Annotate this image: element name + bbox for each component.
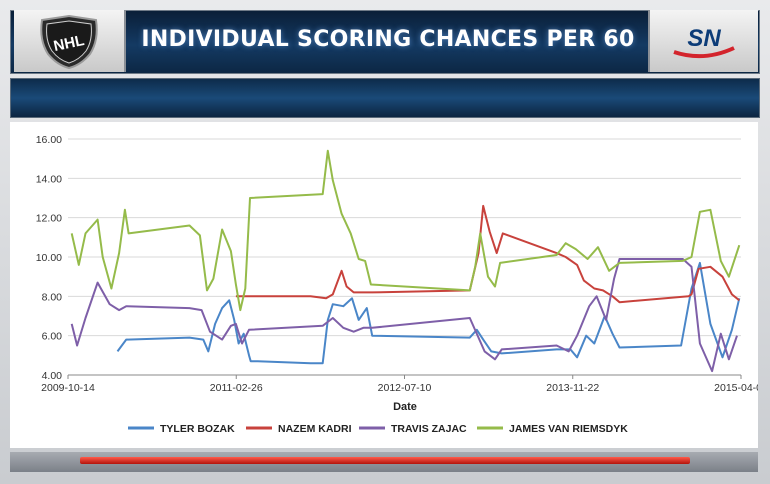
chart-legend: TYLER BOZAK NAZEM KADRI TRAVIS ZAJAC JAMES …: [128, 423, 628, 435]
series-line: [116, 261, 741, 365]
subheader-band: [10, 78, 760, 118]
chart-panel: 4.00 6.00 8.00 10.00 12.00 14.00 16.00 2009-10…: [10, 122, 768, 448]
nhl-shield-logo-icon: NHL: [40, 14, 98, 70]
legend-label: TYLER BOZAK: [160, 423, 235, 435]
legend-label: JAMES VAN RIEMSDYK: [509, 423, 628, 435]
legend-label: NAZEM KADRI: [278, 423, 352, 435]
y-axis-ticks: 4.00 6.00 8.00 10.00 12.00 14.00 16.00: [36, 134, 62, 382]
y-tick-label: 6.00: [42, 331, 63, 343]
nhl-logo-panel: NHL: [14, 10, 126, 72]
x-tick-label: 2015-04-06: [714, 382, 758, 394]
x-tick-label: 2012-07-10: [378, 382, 432, 394]
sn-logo-text: SN: [687, 25, 721, 52]
x-axis-label: Date: [393, 401, 417, 413]
nhl-logo-text: NHL: [52, 32, 86, 55]
header-bar: [10, 10, 760, 74]
series-line: [235, 204, 740, 304]
y-tick-label: 4.00: [42, 370, 63, 382]
chart-series: [70, 149, 741, 373]
sn-logo-panel: SN: [648, 10, 758, 72]
x-tick-label: 2011-02-26: [210, 382, 263, 394]
legend-label: TRAVIS ZAJAC: [391, 423, 467, 435]
line-chart: 4.00 6.00 8.00 10.00 12.00 14.00 16.00 2009-10…: [36, 134, 768, 435]
x-axis-ticks: 2009-10-14 2011-02-26 2012-07-10 2013-11-22…: [41, 375, 768, 394]
bottom-red-strip: [80, 457, 690, 464]
page-title: INDIVIDUAL SCORING CHANCES PER 60: [141, 27, 635, 52]
y-tick-label: 8.00: [42, 291, 63, 303]
series-line: [70, 149, 741, 312]
sportsnet-logo-icon: SN: [673, 25, 735, 59]
y-tick-label: 10.00: [36, 252, 62, 264]
y-tick-label: 12.00: [36, 213, 62, 225]
chart-grid: [68, 138, 741, 376]
x-tick-label: 2013-11-22: [546, 382, 599, 394]
y-tick-label: 16.00: [36, 134, 62, 146]
x-tick-label: 2009-10-14: [41, 382, 95, 394]
y-tick-label: 14.00: [36, 173, 62, 185]
series-line: [70, 258, 738, 373]
